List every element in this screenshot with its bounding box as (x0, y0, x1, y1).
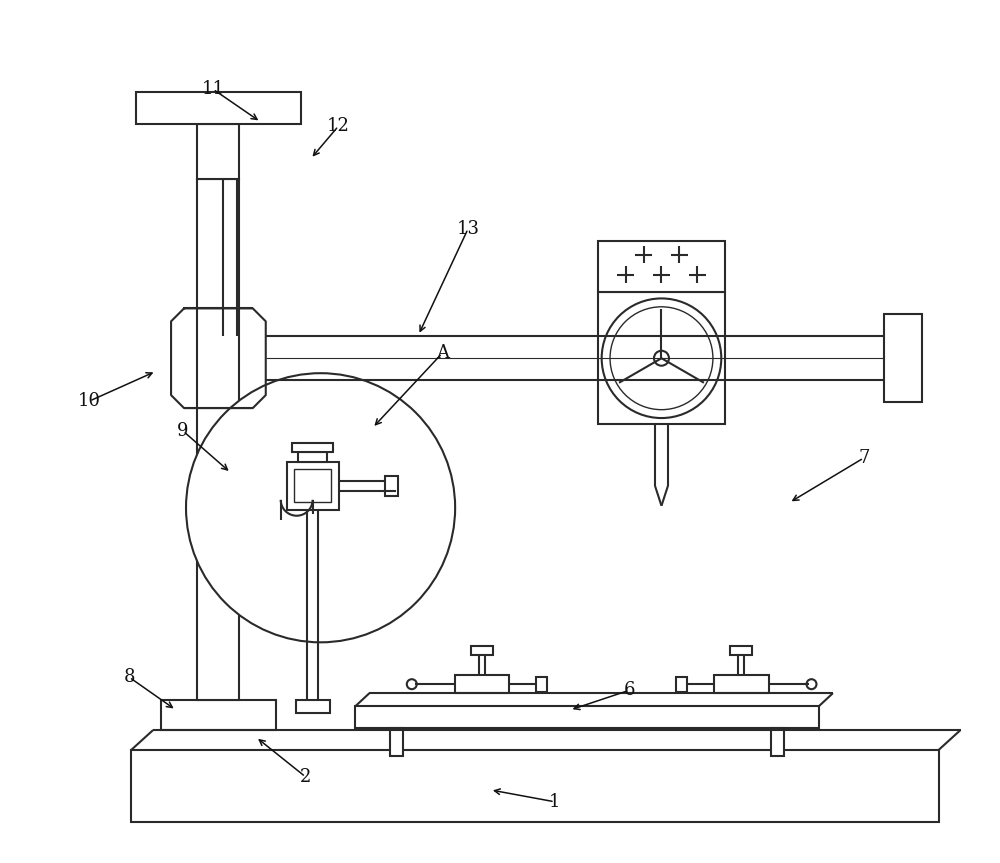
Bar (598, 293, 725, 424)
Text: 13: 13 (457, 220, 480, 237)
Bar (676, 677, 687, 691)
Bar (730, 646, 752, 655)
Circle shape (407, 679, 417, 690)
Circle shape (602, 299, 721, 418)
Bar (197, 179, 239, 700)
Circle shape (610, 307, 713, 410)
Text: 9: 9 (177, 422, 189, 440)
Bar (131, 750, 939, 822)
Bar (292, 443, 333, 452)
Circle shape (654, 350, 669, 366)
Bar (161, 700, 276, 730)
Bar (771, 728, 784, 756)
Text: 2: 2 (300, 768, 311, 786)
Circle shape (807, 679, 816, 690)
Bar (390, 728, 403, 756)
Bar (136, 92, 301, 124)
Bar (298, 452, 327, 462)
Text: 7: 7 (858, 449, 870, 467)
Text: 12: 12 (327, 117, 350, 135)
Bar (355, 706, 819, 728)
Bar (287, 462, 339, 510)
Bar (536, 677, 547, 691)
Bar (385, 476, 398, 495)
Bar (296, 700, 330, 713)
Text: 8: 8 (123, 668, 135, 686)
Bar (455, 675, 509, 693)
Text: 10: 10 (78, 392, 101, 410)
Bar (294, 469, 331, 502)
Text: 6: 6 (624, 681, 635, 699)
Text: 11: 11 (201, 80, 224, 98)
Circle shape (186, 373, 455, 642)
Bar (197, 124, 239, 179)
Bar (471, 646, 493, 655)
Text: 1: 1 (549, 793, 561, 811)
Bar (714, 675, 769, 693)
Bar (598, 241, 725, 293)
Text: A: A (436, 344, 449, 362)
Bar (884, 314, 922, 402)
